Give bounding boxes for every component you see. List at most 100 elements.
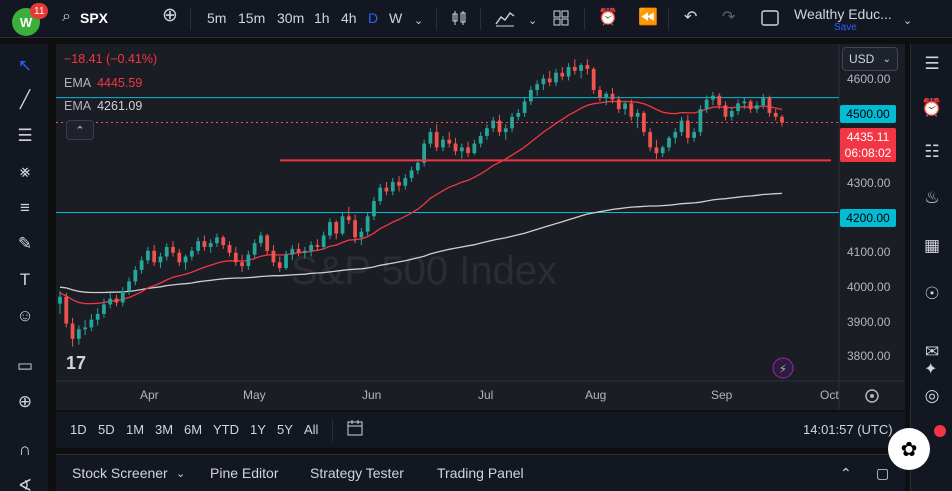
ruler-icon[interactable]: ▭ (16, 356, 34, 375)
range-3m[interactable]: 3M (155, 422, 174, 437)
emoji-icon[interactable]: ☺ (16, 306, 34, 325)
undo-icon[interactable]: ↶ (684, 9, 698, 26)
interval-4h[interactable]: 4h (341, 10, 357, 26)
candle-body (208, 243, 213, 247)
magnet-icon[interactable]: ∩ (18, 440, 32, 459)
range-1d[interactable]: 1D (70, 422, 87, 437)
candle-body (528, 89, 533, 102)
candle-body (648, 132, 653, 148)
calendar-icon[interactable]: ▦ (923, 236, 941, 255)
chevron-down-icon[interactable]: ⌄ (414, 15, 424, 27)
save-label[interactable]: Save (834, 22, 857, 33)
chat-icon[interactable]: ✉ (924, 342, 940, 361)
time-tick: May (243, 388, 266, 402)
notification-badge: 11 (30, 3, 49, 19)
settings-gear-icon[interactable] (865, 389, 879, 403)
prediction-icon[interactable]: ≡ (20, 198, 30, 217)
candle-body (108, 298, 113, 305)
chevron-down-icon[interactable]: ⌄ (903, 15, 913, 27)
maximize-panel-icon[interactable]: ▢ (876, 465, 890, 481)
interval-30m[interactable]: 30m (277, 10, 305, 26)
sparkle-icon[interactable]: ✦ (924, 361, 938, 378)
broadcast-icon[interactable]: ◎ (924, 386, 940, 405)
lock-icon[interactable]: ∢ (17, 476, 33, 491)
utc-clock[interactable]: 14:01:57 (UTC) (803, 422, 893, 437)
chevron-up-icon[interactable]: ⌃ (840, 465, 852, 481)
layout-grid-icon[interactable] (552, 9, 570, 32)
brush-icon[interactable]: ✎ (17, 234, 33, 253)
candle-body (397, 181, 401, 186)
goto-date-icon[interactable] (346, 419, 364, 440)
data-window-icon[interactable]: ☷ (924, 142, 940, 161)
interval-w[interactable]: W (389, 10, 403, 26)
alarm-clock-icon[interactable]: ⏰ (921, 98, 943, 117)
cursor-icon[interactable]: ↖ (17, 56, 33, 75)
tab-stock-screener[interactable]: Stock Screener (72, 465, 168, 481)
range-6m[interactable]: 6M (184, 422, 203, 437)
drawing-toolbar: ↖ ╱ ☰ ⨳ ≡ ✎ T ☺ ▭ ⊕ ∩ ∢ (0, 44, 48, 491)
candle-body (579, 65, 583, 71)
chart-pane[interactable]: S&P 500 Index 17 ⚡ (56, 44, 905, 410)
tab-trading-panel[interactable]: Trading Panel (437, 465, 524, 481)
candle-body (447, 139, 452, 144)
compare-add-icon[interactable]: ⊕ (162, 5, 178, 26)
search-icon[interactable]: ⌕ (62, 8, 71, 25)
interval-d[interactable]: D (368, 10, 379, 26)
redo-icon[interactable]: ↷ (722, 9, 736, 26)
candle-body (328, 222, 332, 236)
interval-5m[interactable]: 5m (207, 10, 227, 26)
replay-icon[interactable]: ⏪ (638, 9, 658, 26)
watchlist-icon[interactable]: ☰ (924, 54, 940, 73)
candles-icon[interactable] (450, 9, 468, 32)
tab-pine-editor[interactable]: Pine Editor (210, 465, 279, 481)
candle-body (76, 329, 81, 339)
hotlist-fire-icon[interactable]: ♨ (924, 188, 940, 207)
pattern-icon[interactable]: ⨳ (19, 162, 31, 181)
text-icon[interactable]: T (19, 270, 31, 289)
currency-select[interactable]: USD ⌄ (842, 47, 898, 71)
range-all[interactable]: All (304, 422, 319, 437)
interval-15m[interactable]: 15m (238, 10, 266, 26)
price-chart[interactable]: S&P 500 Index 17 ⚡ (56, 44, 905, 410)
tab-strategy-tester[interactable]: Strategy Tester (310, 465, 404, 481)
indicators-icon[interactable] (494, 9, 516, 32)
layout-name[interactable]: Wealthy Educ... (794, 6, 892, 22)
candle-body (736, 103, 740, 112)
price-change: −18.41 (−0.41%) (64, 52, 158, 66)
svg-text:⚡: ⚡ (779, 362, 787, 376)
time-tick: Oct (820, 388, 839, 402)
candle-body (541, 78, 546, 85)
ema-legend-fast[interactable]: EMA 4445.59 (64, 76, 142, 90)
zoom-in-icon[interactable]: ⊕ (17, 392, 33, 411)
candle-body (158, 256, 163, 263)
fullscreen-box-icon[interactable] (760, 9, 780, 32)
range-1y[interactable]: 1Y (250, 422, 266, 437)
candle-body (604, 93, 609, 98)
candle-body (252, 243, 257, 255)
candle-body (761, 97, 766, 106)
candle-body (296, 248, 301, 253)
candle-body (215, 237, 219, 244)
trend-line-icon[interactable]: ╱ (19, 90, 31, 109)
price-tick: 4600.00 (847, 72, 891, 86)
chevron-down-icon[interactable]: ⌄ (176, 468, 186, 480)
ideas-lightbulb-icon[interactable]: ☉ (924, 284, 940, 303)
range-ytd[interactable]: YTD (213, 422, 239, 437)
ema-legend-slow[interactable]: EMA 4261.09 (64, 99, 142, 113)
candle-body (127, 281, 131, 292)
symbol-search[interactable]: SPX (80, 10, 109, 26)
candle-body (102, 304, 106, 314)
fib-icon[interactable]: ☰ (17, 126, 33, 145)
chevron-down-icon[interactable]: ⌄ (528, 15, 538, 27)
candle-body (466, 147, 470, 154)
candle-body (315, 245, 320, 247)
alert-clock-icon[interactable]: ⏰ (598, 9, 618, 26)
ema-label: EMA (64, 99, 92, 113)
range-1m[interactable]: 1M (126, 422, 145, 437)
range-5d[interactable]: 5D (98, 422, 115, 437)
lightning-icon[interactable]: ⚡ (772, 357, 794, 379)
range-5y[interactable]: 5Y (277, 422, 293, 437)
interval-1h[interactable]: 1h (314, 10, 330, 26)
assistant-button[interactable]: ✿ (888, 428, 930, 470)
legend-collapse-button[interactable]: ⌃ (66, 120, 94, 140)
